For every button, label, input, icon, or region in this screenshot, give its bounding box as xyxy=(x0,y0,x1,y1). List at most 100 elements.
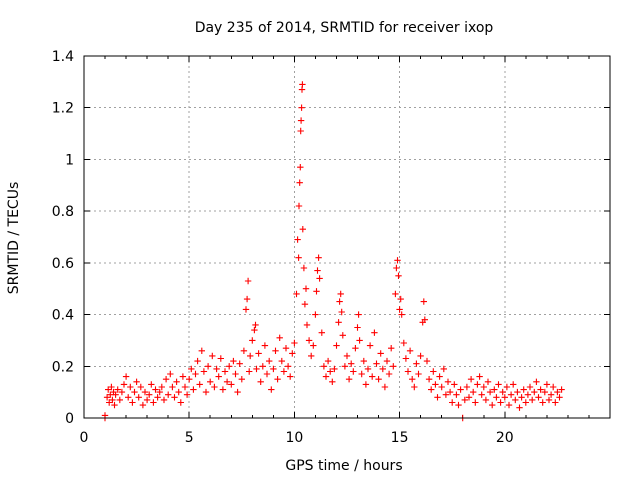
data-point xyxy=(120,381,128,388)
data-point xyxy=(270,365,277,373)
data-point xyxy=(219,386,227,393)
data-point xyxy=(196,381,203,388)
data-point xyxy=(394,257,401,264)
data-point xyxy=(529,396,536,404)
data-point xyxy=(327,368,334,375)
data-point xyxy=(171,394,178,401)
data-point xyxy=(294,236,301,243)
data-point xyxy=(556,394,563,401)
data-point xyxy=(243,295,251,303)
y-tick-label: 1.4 xyxy=(52,49,74,65)
data-point xyxy=(221,368,229,375)
data-point xyxy=(139,401,147,409)
data-point xyxy=(388,345,395,352)
data-point xyxy=(398,311,405,318)
data-point xyxy=(524,391,532,398)
data-point xyxy=(312,311,319,318)
data-point xyxy=(246,368,253,375)
data-point xyxy=(300,264,308,272)
data-point xyxy=(257,378,264,385)
data-point xyxy=(385,370,393,378)
data-point xyxy=(531,388,538,396)
data-point xyxy=(211,383,218,391)
data-point xyxy=(320,363,328,370)
data-point xyxy=(423,357,431,365)
data-point xyxy=(440,365,447,373)
data-point xyxy=(226,363,233,370)
plot-frame xyxy=(83,55,611,419)
data-point xyxy=(251,326,258,334)
data-point xyxy=(333,342,340,349)
data-point xyxy=(499,388,506,396)
data-point xyxy=(268,386,275,393)
data-point xyxy=(472,399,479,406)
data-point xyxy=(169,383,176,391)
data-point xyxy=(397,295,404,303)
data-point xyxy=(152,386,159,393)
data-point xyxy=(158,383,165,391)
data-point xyxy=(247,352,254,360)
data-point xyxy=(402,355,410,362)
data-point xyxy=(539,399,546,406)
data-point xyxy=(348,360,355,367)
data-point xyxy=(360,357,367,365)
data-point xyxy=(194,357,201,365)
data-point xyxy=(383,357,391,365)
y-tick-label: 0.6 xyxy=(52,256,74,272)
data-point xyxy=(165,391,172,398)
data-point xyxy=(470,388,477,396)
data-point xyxy=(329,378,336,385)
data-point xyxy=(198,347,205,354)
data-point xyxy=(301,301,309,308)
data-point xyxy=(350,368,357,375)
y-tick-label: 0.8 xyxy=(52,204,74,220)
data-point xyxy=(160,396,168,404)
data-point xyxy=(373,360,380,367)
data-point xyxy=(535,394,542,401)
data-point xyxy=(516,404,523,411)
data-point xyxy=(505,401,513,409)
data-point xyxy=(366,342,374,349)
data-point xyxy=(249,337,256,344)
chart-title: Day 235 of 2014, SRMTID for receiver ixo… xyxy=(195,20,494,36)
data-point xyxy=(379,365,386,373)
data-point xyxy=(463,383,471,391)
data-point xyxy=(510,381,517,388)
data-point xyxy=(296,179,303,186)
data-point xyxy=(465,394,473,401)
data-point xyxy=(375,376,382,383)
data-point xyxy=(474,381,481,388)
data-point xyxy=(338,308,345,316)
y-tick-label: 1 xyxy=(65,152,74,168)
data-point xyxy=(362,381,370,388)
x-axis-label: GPS time / hours xyxy=(285,458,402,474)
data-point xyxy=(118,388,126,396)
data-point xyxy=(486,388,494,396)
data-point xyxy=(550,383,557,391)
data-point xyxy=(190,386,197,393)
data-point xyxy=(230,357,237,365)
data-point xyxy=(133,378,140,385)
data-point xyxy=(143,396,151,404)
data-point xyxy=(396,306,403,313)
data-point xyxy=(242,306,250,313)
data-point xyxy=(111,401,118,409)
data-point xyxy=(339,332,346,339)
data-point xyxy=(129,399,136,406)
data-point xyxy=(154,394,161,401)
data-point xyxy=(278,357,285,365)
data-point xyxy=(533,378,540,385)
data-point xyxy=(482,396,490,404)
data-point xyxy=(392,290,399,298)
data-point xyxy=(520,386,527,393)
y-tick-labels: 0 0.2 0.4 0.6 0.8 1 1.2 1.4 xyxy=(52,49,74,427)
data-point xyxy=(114,386,121,393)
y-tick-label: 1.2 xyxy=(52,101,74,117)
data-point xyxy=(253,365,260,373)
data-point xyxy=(512,396,519,404)
data-point xyxy=(108,383,115,391)
data-point xyxy=(404,368,412,375)
data-point xyxy=(478,391,485,398)
data-point xyxy=(202,388,210,396)
